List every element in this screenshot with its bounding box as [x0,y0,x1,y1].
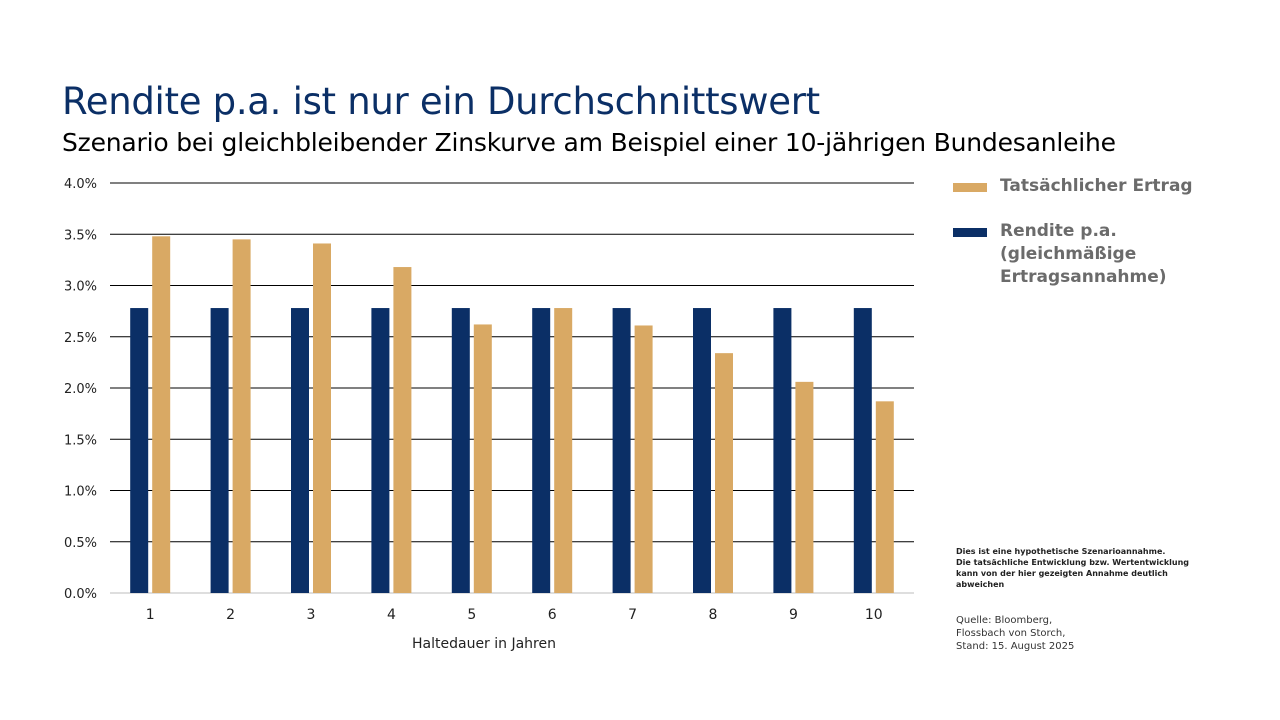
bar-annual-yield [773,308,792,593]
bar-actual-yield [152,236,171,594]
x-tick-label: 3 [307,607,316,623]
y-tick-label: 3.5% [64,228,97,243]
bar-annual-yield [291,308,309,593]
y-tick-label: 1.0% [64,485,97,500]
bar-annual-yield [532,308,551,593]
x-tick-label: 5 [467,607,476,623]
y-tick-label: 3.0% [64,280,97,295]
legend-swatch-annual-yield [953,228,987,237]
bar-actual-yield [554,308,573,593]
bar-actual-yield [473,324,492,593]
bar-actual-yield [875,401,894,593]
y-tick-label: 2.5% [64,331,97,346]
legend-swatch-actual-yield [953,183,987,192]
source-line: Flossbach von Storch, [956,628,1066,639]
y-tick-label: 2.0% [64,382,97,397]
bar-annual-yield [612,308,631,593]
legend-item-annual-yield: Rendite p.a. (gleichmäßige Ertragsannahm… [953,220,1190,289]
x-tick-label: 4 [387,607,396,623]
source-line: Stand: 15. August 2025 [956,641,1075,652]
bar-actual-yield [634,325,653,593]
bar-actual-yield [393,267,412,593]
bar-actual-yield [795,381,814,593]
bar-actual-yield [715,353,733,593]
legend-item-actual-yield: Tatsächlicher Ertrag [953,175,1193,198]
y-tick-label: 4.0% [64,177,97,192]
x-tick-label: 2 [226,607,235,623]
x-tick-label: 8 [709,607,718,623]
x-tick-label: 6 [548,607,557,623]
y-tick-label: 1.5% [64,433,97,448]
bar-chart: 0.0% 0.5% 1.0% 1.5% 2.0% 2.5% 3.0% 3.5% 4.0% 1 2 3 4… [64,177,914,652]
bar-annual-yield [210,308,229,593]
x-axis-label: Haltedauer in Jahren [412,636,556,652]
x-tick-label: 10 [865,607,883,623]
legend-label-actual-yield: Tatsächlicher Ertrag [1000,176,1193,196]
bar-annual-yield [693,308,711,593]
x-tick-label: 9 [789,607,798,623]
bar-actual-yield [313,243,331,593]
legend-label-annual-yield: Rendite p.a. (gleichmäßige Ertragsannahm… [1000,221,1167,287]
x-tick-label: 7 [628,607,637,623]
chart-title: Rendite p.a. ist nur ein Durchschnittswe… [62,80,820,123]
disclaimer-line: Die tatsächliche Entwicklung bzw. Werten… [956,558,1190,567]
bar-annual-yield [853,308,872,593]
disclaimer-note: Dies ist eine hypothetische Szenarioanna… [956,546,1206,590]
source-line: Quelle: Bloomberg, [956,615,1053,626]
disclaimer-line: kann von der hier gezeigten Annahme deut… [956,569,1168,578]
disclaimer-line: abweichen [956,580,1005,589]
source-note: Quelle: Bloomberg, Flossbach von Storch,… [956,614,1206,653]
bar-annual-yield [451,308,470,593]
x-tick-label: 1 [146,607,155,623]
y-tick-label: 0.5% [64,536,97,551]
chart-subtitle: Szenario bei gleichbleibender Zinskurve … [62,128,1116,157]
bar-actual-yield [232,239,251,593]
y-tick-label: 0.0% [64,587,97,602]
disclaimer-line: Dies ist eine hypothetische Szenarioanna… [956,547,1166,556]
bar-annual-yield [371,308,390,593]
bar-annual-yield [130,308,149,593]
